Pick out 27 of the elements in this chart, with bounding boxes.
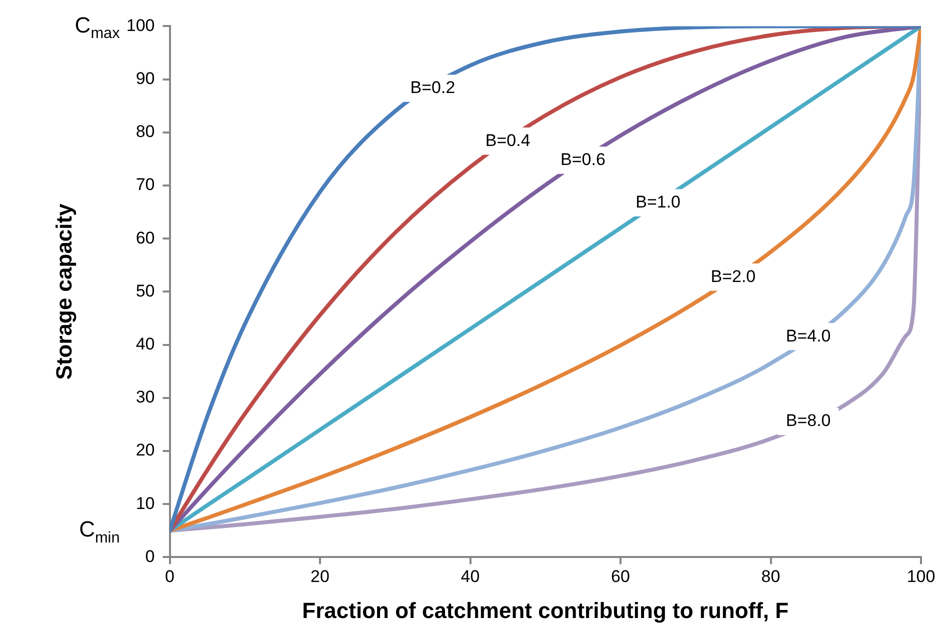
x-tick-label: 80	[761, 567, 780, 586]
y-tick-label: 0	[145, 546, 155, 566]
x-tick-label: 100	[906, 567, 936, 586]
line-series	[170, 26, 921, 533]
x-tick-label: 20	[310, 567, 330, 586]
series-label: B=8.0	[786, 411, 831, 430]
y-axis-title: Storage capacity	[51, 202, 76, 380]
y-tick-label: 40	[136, 334, 155, 354]
y-tick-label: 30	[136, 388, 155, 407]
x-tick-label: 0	[165, 567, 174, 586]
series-label: B=2.0	[710, 266, 756, 286]
x-tick-label: 60	[611, 567, 630, 586]
y-tick-label: 60	[136, 228, 155, 248]
x-tick-label: 40	[460, 567, 480, 586]
y-tick-label: 50	[136, 281, 155, 300]
series-label: B=4.0	[786, 326, 831, 346]
y-tick-label: 90	[136, 68, 155, 88]
y-tick-label: 70	[136, 175, 155, 194]
y-tick-label: 80	[136, 122, 155, 142]
series-label: B=1.0	[636, 192, 681, 212]
x-axis-title: Fraction of catchment contributing to runoff, F	[302, 598, 789, 623]
y-tick-label: 100	[126, 16, 155, 35]
series-label: B=0.6	[560, 150, 606, 169]
y-tick-label: 20	[136, 440, 155, 460]
series-label: B=0.4	[485, 130, 530, 150]
series-label: B=0.2	[410, 78, 456, 98]
y-tick-label: 10	[136, 494, 155, 513]
